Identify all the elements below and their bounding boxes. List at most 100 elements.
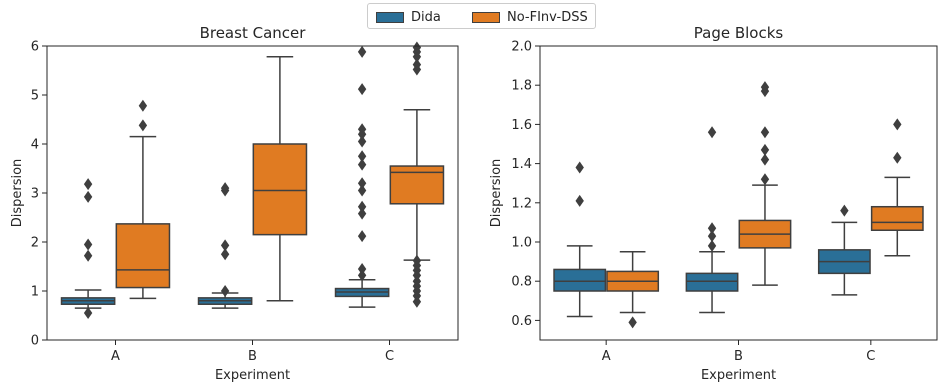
y-tick-label: 0.8 xyxy=(511,275,532,290)
box-no-finv-dss-a xyxy=(606,251,660,329)
outlier-point xyxy=(412,58,422,71)
outlier-point xyxy=(707,126,717,139)
plot-frame xyxy=(46,45,459,341)
y-tick-label: 6 xyxy=(31,40,39,55)
outlier-point xyxy=(893,151,902,164)
y-ticks: 0.6 0.8 1.0 1.2 1.4 1.6 1.8 2.0 xyxy=(511,40,540,329)
y-tick-label: 2.0 xyxy=(511,40,532,55)
x-tick-label: B xyxy=(248,349,257,364)
outlier-point xyxy=(840,204,849,217)
y-tick-label: 1 xyxy=(31,285,39,300)
outlier-point xyxy=(707,239,717,252)
outlier-point xyxy=(83,190,93,203)
box-dida-a xyxy=(553,161,607,318)
outlier-point xyxy=(83,238,93,251)
outlier-point xyxy=(760,143,770,156)
outlier-point xyxy=(412,254,422,267)
box-no-finv-dss-b xyxy=(738,81,792,286)
outlier-point xyxy=(707,222,717,235)
y-tick-label: 2 xyxy=(31,236,39,251)
outlier-point xyxy=(357,207,367,220)
y-tick-label: 5 xyxy=(31,89,39,104)
y-tick-label: 4 xyxy=(31,138,39,153)
outlier-point xyxy=(220,248,230,261)
y-tick-label: 1.4 xyxy=(511,157,532,172)
box-no-finv-dss-a xyxy=(115,99,171,300)
outlier-point xyxy=(357,269,367,282)
outlier-point xyxy=(357,262,367,275)
outlier-point xyxy=(357,200,367,213)
legend-swatch-dida xyxy=(376,11,404,23)
y-tick-label: 3 xyxy=(31,187,39,202)
boxes xyxy=(553,81,924,329)
legend: Dida No-FInv-DSS xyxy=(367,3,596,29)
outlier-point xyxy=(357,123,367,136)
outlier-point xyxy=(357,230,367,243)
outlier-point xyxy=(220,285,230,297)
box-iqr xyxy=(115,223,171,289)
outlier-point xyxy=(707,230,717,243)
outlier-point xyxy=(893,118,902,131)
y-tick-label: 1.2 xyxy=(511,196,532,211)
box-no-finv-dss-c xyxy=(389,41,445,308)
outlier-point xyxy=(575,161,584,174)
box-dida-c xyxy=(334,45,390,308)
outlier-point xyxy=(357,150,367,163)
outlier-point xyxy=(760,126,770,139)
outlier-point xyxy=(138,99,148,112)
x-axis-label: Experiment xyxy=(701,368,776,383)
y-axis-label: Dispersion xyxy=(489,159,504,228)
y-axis-label: Dispersion xyxy=(10,159,25,228)
outlier-point xyxy=(412,41,422,54)
y-tick-label: 1.6 xyxy=(511,118,532,133)
outlier-point xyxy=(138,119,148,132)
outlier-point xyxy=(83,178,93,191)
box-dida-c xyxy=(817,204,871,296)
x-axis-label: Experiment xyxy=(215,368,290,383)
x-tick-label: C xyxy=(866,349,875,364)
box-iqr xyxy=(685,272,739,292)
x-tick-label: A xyxy=(602,349,611,364)
box-no-finv-dss-c xyxy=(870,118,924,257)
outlier-point xyxy=(357,177,367,190)
y-tick-label: 1.0 xyxy=(511,236,532,251)
box-no-finv-dss-b xyxy=(252,56,308,302)
x-tick-label: B xyxy=(734,349,743,364)
outlier-point xyxy=(357,184,367,197)
outlier-point xyxy=(357,45,367,58)
legend-item-no-finv-dss: No-FInv-DSS xyxy=(472,8,588,26)
x-ticks: A B C xyxy=(602,340,875,364)
outlier-point xyxy=(575,194,584,207)
outlier-point xyxy=(760,173,770,186)
outlier-point xyxy=(357,83,367,96)
chart-page-blocks: 0.6 0.8 1.0 1.2 1.4 1.6 1.8 2.0 A B C Page Blocks… xyxy=(489,24,938,383)
outlier-point xyxy=(357,135,367,148)
box-dida-a xyxy=(60,178,116,320)
outlier-point xyxy=(220,182,230,195)
outlier-point xyxy=(628,316,637,329)
x-ticks: A B C xyxy=(111,340,394,364)
outlier-point xyxy=(760,153,770,166)
box-iqr xyxy=(553,268,607,292)
plot-frame xyxy=(539,45,938,341)
boxes xyxy=(60,41,445,320)
legend-label-dida: Dida xyxy=(411,9,441,25)
outlier-point xyxy=(83,307,93,320)
box-dida-b xyxy=(197,182,253,309)
box-iqr xyxy=(870,205,924,231)
chart-title: Page Blocks xyxy=(694,24,784,42)
y-tick-label: 1.8 xyxy=(511,79,532,94)
y-tick-label: 0.6 xyxy=(511,314,532,329)
outlier-point xyxy=(220,239,230,252)
x-tick-label: A xyxy=(111,349,120,364)
outlier-point xyxy=(357,158,367,171)
outlier-point xyxy=(83,249,93,262)
outlier-point xyxy=(760,81,770,94)
legend-item-dida: Dida xyxy=(376,8,441,26)
y-tick-label: 0 xyxy=(31,334,39,349)
x-tick-label: C xyxy=(385,349,394,364)
chart-title: Breast Cancer xyxy=(200,24,307,42)
box-dida-b xyxy=(685,126,739,314)
y-ticks: 0 1 2 3 4 5 6 xyxy=(31,40,47,349)
